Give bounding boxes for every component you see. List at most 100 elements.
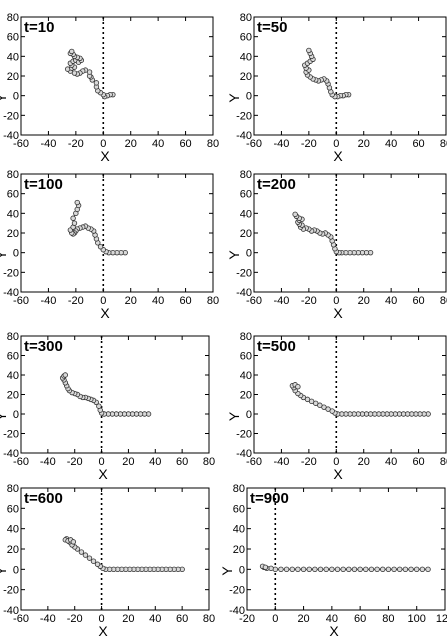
- y-tick-label: -20: [229, 585, 245, 597]
- y-tick-label: 40: [7, 208, 19, 220]
- data-point: [82, 552, 89, 558]
- x-tick-label: -60: [13, 613, 29, 625]
- data-point: [97, 244, 104, 250]
- y-tick-label: 20: [7, 228, 19, 240]
- x-tick-label: 0: [99, 456, 105, 468]
- y-tick-label: 20: [240, 71, 252, 83]
- x-tick-label: -40: [40, 295, 56, 307]
- y-axis-label: Y: [0, 93, 9, 103]
- y-tick-label: 0: [13, 409, 19, 421]
- data-point: [380, 566, 386, 573]
- x-tick-label: 0: [333, 138, 339, 150]
- y-axis-label: Y: [219, 566, 235, 576]
- y-tick-label: 40: [7, 524, 19, 536]
- y-tick-label: -40: [236, 130, 252, 142]
- data-point: [402, 566, 409, 573]
- x-tick-label: 60: [412, 456, 424, 468]
- data-point: [94, 561, 101, 567]
- x-tick-label: -40: [40, 456, 56, 468]
- data-point: [71, 220, 78, 226]
- x-tick-label: -60: [13, 138, 29, 150]
- data-point: [312, 566, 318, 573]
- y-tick-label: 0: [246, 409, 252, 421]
- x-tick-label: 0: [99, 613, 105, 625]
- y-tick-label: 80: [240, 331, 252, 343]
- panel-title: t=50: [257, 19, 287, 36]
- data-point: [414, 566, 420, 573]
- data-point: [397, 566, 403, 573]
- data-point: [289, 566, 295, 573]
- y-tick-label: 40: [7, 51, 19, 63]
- y-tick-label: -40: [236, 448, 252, 460]
- y-tick-label: 40: [240, 208, 252, 220]
- y-tick-label: 60: [7, 351, 19, 363]
- y-tick-label: 60: [240, 351, 252, 363]
- y-axis-label: Y: [0, 250, 9, 260]
- x-tick-label: 40: [385, 456, 397, 468]
- y-tick-label: 80: [7, 12, 19, 24]
- x-tick-label: 80: [440, 138, 447, 150]
- x-tick-label: 20: [122, 613, 134, 625]
- x-tick-label: 80: [382, 613, 394, 625]
- data-point: [351, 566, 358, 573]
- data-point: [346, 566, 352, 573]
- y-axis-label: Y: [226, 93, 242, 103]
- data-point: [306, 47, 312, 54]
- data-point: [70, 215, 76, 221]
- data-point: [90, 558, 97, 564]
- x-tick-label: 0: [272, 613, 278, 625]
- y-tick-label: 20: [7, 544, 19, 556]
- panel-title: t=900: [250, 490, 289, 507]
- data-point: [425, 566, 431, 573]
- x-tick-label: 120: [436, 613, 447, 625]
- x-tick-label: 60: [354, 613, 366, 625]
- y-tick-label: 60: [240, 32, 252, 44]
- y-tick-label: -40: [3, 130, 19, 142]
- x-tick-label: -20: [301, 295, 317, 307]
- data-point: [93, 80, 100, 86]
- x-tick-label: 40: [385, 295, 397, 307]
- x-tick-label: -40: [273, 456, 289, 468]
- x-axis-label: X: [333, 305, 343, 321]
- y-tick-label: 40: [240, 51, 252, 63]
- x-tick-label: -20: [239, 613, 255, 625]
- y-tick-label: 0: [246, 248, 252, 260]
- x-tick-label: 80: [440, 295, 447, 307]
- x-tick-label: 80: [203, 456, 215, 468]
- x-tick-label: -40: [273, 138, 289, 150]
- x-tick-label: 80: [440, 456, 447, 468]
- data-point: [62, 372, 69, 378]
- x-tick-label: 0: [333, 295, 339, 307]
- x-tick-label: 80: [207, 295, 219, 307]
- x-tick-label: -60: [13, 456, 29, 468]
- data-point: [78, 549, 85, 555]
- data-point: [334, 566, 341, 573]
- x-axis-label: X: [100, 148, 110, 164]
- x-tick-label: 60: [176, 456, 188, 468]
- y-axis-label: Y: [0, 411, 9, 421]
- x-tick-label: 40: [385, 138, 397, 150]
- y-tick-label: 20: [233, 544, 245, 556]
- y-tick-label: 20: [7, 71, 19, 83]
- x-axis-label: X: [329, 623, 339, 638]
- y-tick-label: 80: [7, 483, 19, 495]
- data-point: [385, 566, 392, 573]
- x-tick-label: -60: [13, 295, 29, 307]
- y-tick-label: 0: [239, 564, 245, 576]
- y-tick-label: -40: [236, 287, 252, 299]
- panel-title: t=600: [24, 490, 63, 507]
- y-tick-label: -20: [3, 267, 19, 279]
- y-tick-label: 60: [233, 503, 245, 515]
- x-tick-label: 60: [179, 138, 191, 150]
- x-tick-label: 20: [297, 613, 309, 625]
- x-tick-label: 40: [152, 138, 164, 150]
- y-tick-label: 80: [240, 12, 252, 24]
- data-point: [300, 566, 307, 573]
- y-tick-label: 80: [240, 169, 252, 181]
- x-tick-label: 20: [122, 456, 134, 468]
- panel-title: t=300: [24, 338, 63, 355]
